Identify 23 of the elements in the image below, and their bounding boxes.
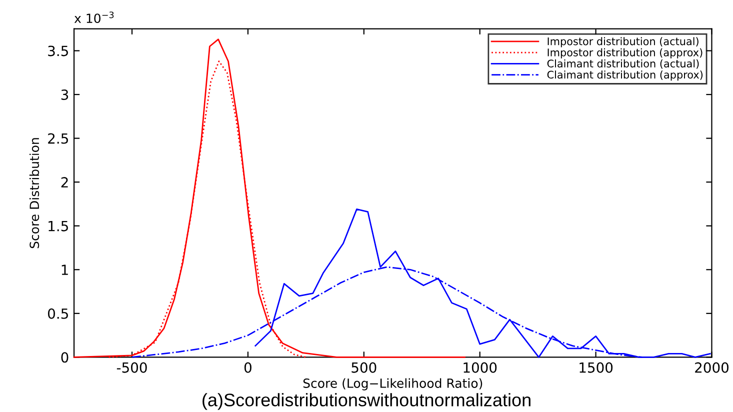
y-tick-label: 0.5	[48, 308, 68, 319]
x-tick-label: -500	[116, 362, 147, 373]
legend-label: Claimant distribution (approx)	[547, 70, 703, 81]
legend-label: Impostor distribution (approx)	[548, 48, 702, 58]
y-axis-title: Score Distribution	[29, 138, 40, 248]
x-tick-label: 0	[244, 362, 252, 373]
x-tick-label: 1500	[580, 362, 613, 373]
x-tick-label: 500	[352, 362, 376, 373]
y-tick-label: 1.5	[48, 221, 68, 232]
line-series	[73, 38, 466, 358]
x-tick-label: 2000	[695, 362, 728, 373]
y-tick-label: 1	[62, 264, 68, 275]
legend-label: Claimant distribution (actual)	[547, 59, 699, 69]
y-tick-label: 3.5	[48, 46, 68, 56]
y-tick-label: 0	[61, 352, 68, 363]
text: (a)Scoredistributionswithoutnormalization	[202, 393, 530, 410]
y-tick-label: 2.5	[48, 133, 68, 144]
y-tick-label: 2	[61, 177, 68, 188]
x-tick-label: 1000	[464, 362, 497, 373]
x-axis-title: Score (Log−Likelihood Ratio)	[303, 378, 482, 390]
y-tick-label: 3	[61, 89, 68, 100]
legend-label: Impostor distribution (actual)	[548, 37, 698, 48]
text: x 10$^{−3}$	[74, 12, 114, 24]
